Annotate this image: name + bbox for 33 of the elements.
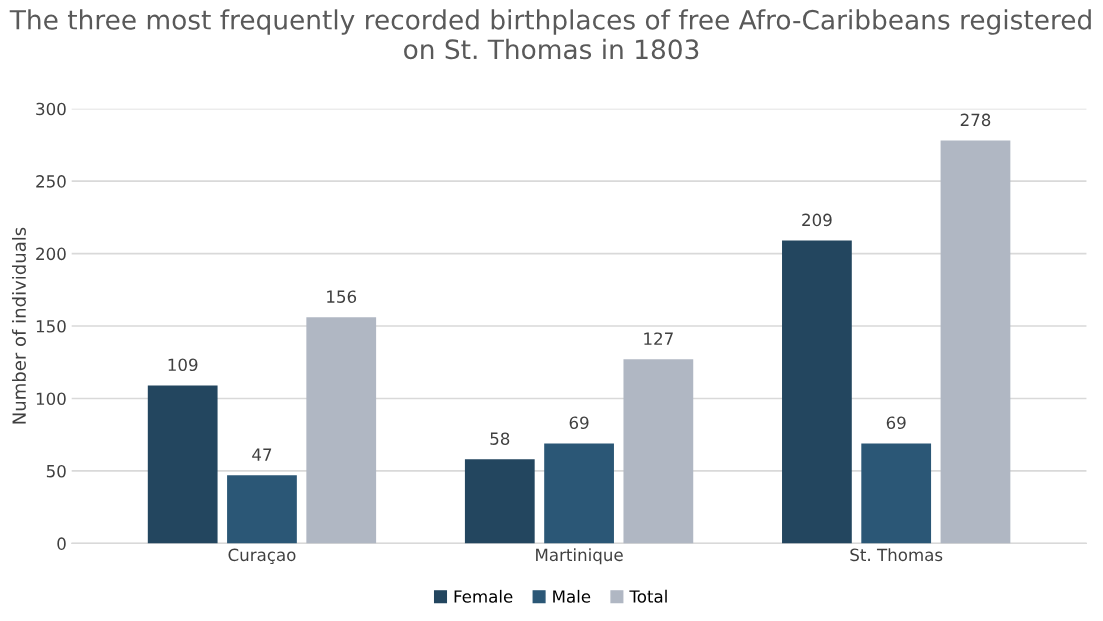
- y-tick-label: 100: [36, 392, 66, 406]
- bar: [782, 240, 852, 544]
- data-label: 209: [802, 213, 832, 227]
- y-tick-label: 250: [36, 175, 66, 188]
- data-label: 69: [569, 416, 589, 430]
- bar: [227, 475, 297, 544]
- y-axis-title: Number of individuals: [11, 227, 26, 424]
- data-label: 58: [490, 432, 510, 445]
- bar: [147, 385, 218, 544]
- legend-label: Female: [454, 589, 513, 603]
- x-tick-label: St. Thomas: [850, 548, 943, 562]
- bar: [940, 140, 1011, 544]
- y-tick-label: 200: [36, 247, 66, 261]
- legend-label: Total: [629, 589, 667, 603]
- bar: [623, 359, 694, 544]
- y-tick-label: 0: [57, 537, 66, 550]
- y-tick-label: 150: [36, 319, 66, 333]
- bar: [544, 443, 614, 544]
- bar: [464, 459, 535, 544]
- data-label: 278: [960, 113, 991, 127]
- legend-label: Male: [553, 589, 591, 603]
- data-label: 127: [644, 332, 673, 345]
- chart-title: The three most frequently recorded birthplaces of free Afro-Caribbeans registered on St. Thomas in 1803: [9, 9, 1091, 60]
- data-label: 69: [886, 416, 906, 430]
- data-label: 156: [327, 290, 357, 303]
- data-label: 109: [168, 358, 198, 372]
- y-tick-label: 50: [46, 464, 66, 478]
- bar: [306, 317, 377, 544]
- data-label: 47: [252, 448, 272, 461]
- y-tick-label: 300: [36, 102, 66, 116]
- bar: [861, 443, 932, 544]
- x-tick-label: Curaçao: [228, 548, 296, 565]
- x-tick-label: Martinique: [536, 548, 623, 565]
